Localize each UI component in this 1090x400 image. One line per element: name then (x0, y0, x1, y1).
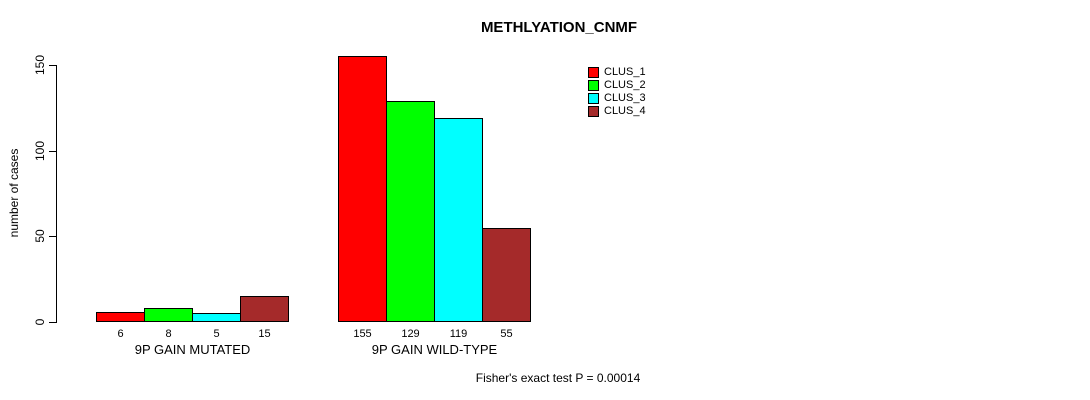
legend: CLUS_1 CLUS_2 CLUS_3 CLUS_4 (588, 66, 646, 118)
y-axis-line (56, 65, 57, 323)
bar-clus_3 (434, 118, 483, 322)
legend-item: CLUS_2 (588, 79, 646, 92)
legend-label: CLUS_2 (604, 79, 646, 91)
bar-value-label: 5 (213, 328, 220, 340)
bar-value-label: 6 (117, 328, 124, 340)
legend-label: CLUS_4 (604, 105, 646, 117)
bar-clus_4 (482, 228, 531, 322)
bar-value-label: 55 (500, 328, 513, 340)
legend-item: CLUS_3 (588, 92, 646, 105)
legend-swatch-clus_3 (588, 93, 599, 104)
x-group-label: 9P GAIN WILD-TYPE (371, 342, 498, 357)
legend-swatch-clus_4 (588, 106, 599, 117)
y-axis-tick-label: 50 (33, 229, 47, 244)
bar-value-label: 129 (401, 328, 420, 340)
bar-clus_2 (386, 101, 435, 322)
y-axis-tick-label: 100 (33, 140, 47, 161)
y-axis-tick-label: 150 (33, 54, 47, 76)
legend-swatch-clus_2 (588, 80, 599, 91)
y-axis-tick (49, 65, 56, 66)
chart-title: METHLYATION_CNMF (480, 19, 638, 36)
legend-item: CLUS_4 (588, 105, 646, 118)
y-axis-tick (49, 150, 56, 152)
bar-value-label: 15 (258, 328, 271, 340)
bar-value-label: 8 (165, 328, 172, 340)
legend-swatch-clus_1 (588, 67, 599, 78)
y-axis-tick (49, 236, 56, 238)
bar-clus_4 (240, 296, 289, 322)
bar-clus_1 (96, 312, 145, 322)
legend-label: CLUS_1 (604, 66, 646, 78)
legend-label: CLUS_3 (604, 92, 646, 104)
bar-value-label: 119 (449, 328, 468, 340)
bar-clus_1 (338, 56, 387, 322)
y-axis-title: number of cases (7, 148, 21, 238)
bar-clus_3 (192, 313, 241, 322)
bar-value-label: 155 (353, 328, 372, 340)
y-axis-tick-label: 0 (33, 318, 47, 326)
x-group-label: 9P GAIN MUTATED (134, 342, 251, 357)
stat-annotation: Fisher's exact test P = 0.00014 (475, 371, 641, 385)
legend-item: CLUS_1 (588, 66, 646, 79)
bar-clus_2 (144, 308, 193, 322)
y-axis-tick (49, 322, 56, 323)
